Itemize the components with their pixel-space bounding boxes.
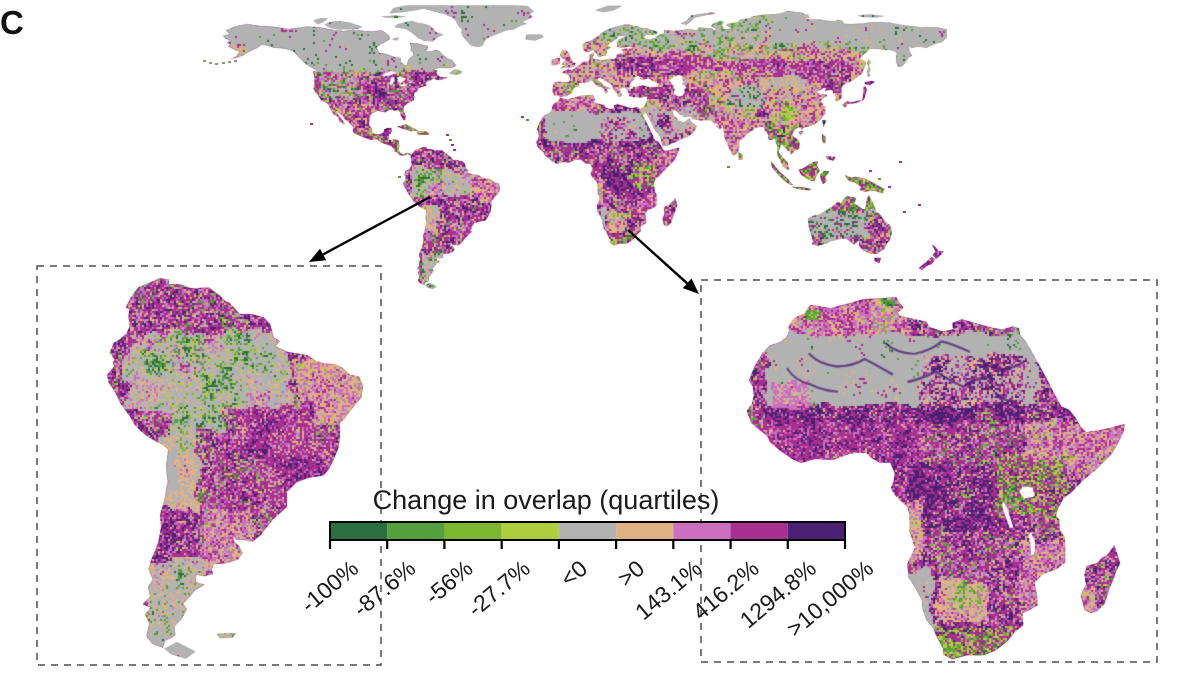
svg-text:Change in overlap (quartiles): Change in overlap (quartiles) (373, 485, 720, 515)
svg-text:-27.7%: -27.7% (462, 555, 535, 622)
svg-text:<0: <0 (555, 555, 592, 592)
svg-text:>0: >0 (613, 555, 650, 592)
svg-text:-87.6%: -87.6% (348, 555, 421, 622)
svg-text:C: C (0, 4, 24, 41)
